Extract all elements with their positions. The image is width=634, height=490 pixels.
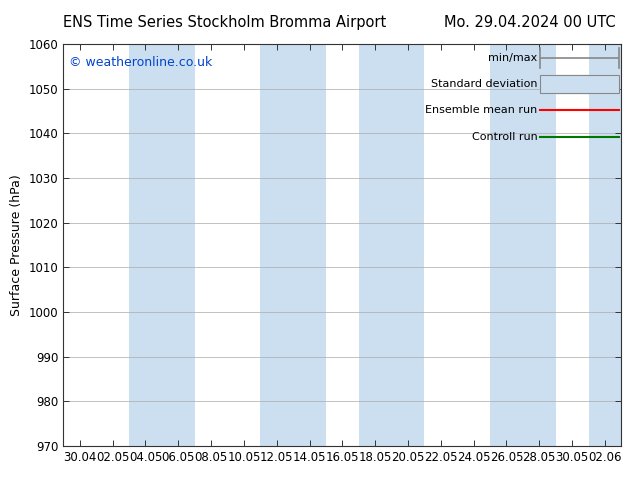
Bar <box>359 44 424 446</box>
Text: Mo. 29.04.2024 00 UTC: Mo. 29.04.2024 00 UTC <box>444 15 616 30</box>
Text: ENS Time Series Stockholm Bromma Airport: ENS Time Series Stockholm Bromma Airport <box>63 15 387 30</box>
Text: Controll run: Controll run <box>472 131 538 142</box>
Text: min/max: min/max <box>488 53 538 63</box>
Text: Ensemble mean run: Ensemble mean run <box>425 105 538 116</box>
Bar <box>540 75 619 93</box>
Bar <box>129 44 195 446</box>
Bar <box>540 75 619 93</box>
Bar <box>490 44 555 446</box>
Bar <box>588 44 621 446</box>
Text: Standard deviation: Standard deviation <box>431 79 538 89</box>
Bar <box>261 44 326 446</box>
Y-axis label: Surface Pressure (hPa): Surface Pressure (hPa) <box>10 174 23 316</box>
Text: © weatheronline.co.uk: © weatheronline.co.uk <box>69 56 212 69</box>
